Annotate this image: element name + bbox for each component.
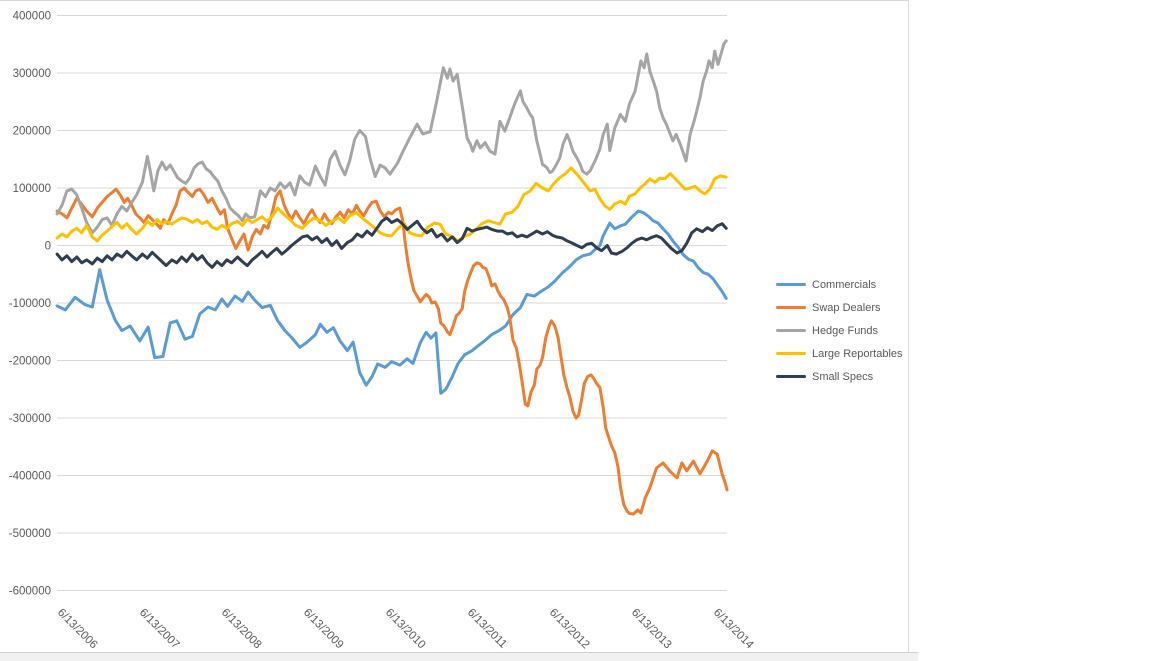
x-axis-tick-label: 6/13/2014 — [711, 607, 756, 652]
x-axis-tick-label: 6/13/2013 — [629, 607, 674, 652]
x-axis-tick-label: 6/13/2007 — [137, 607, 182, 652]
legend-label: Small Specs — [812, 370, 874, 383]
legend-label: Commercials — [812, 278, 877, 291]
x-axis-tick-label: 6/13/2012 — [547, 607, 592, 652]
series-line-hedge-funds[interactable] — [55, 39, 728, 235]
series-line-large-reportables[interactable] — [55, 166, 728, 243]
y-axis-tick-label: 0 — [45, 241, 51, 253]
series-line-commercials[interactable] — [55, 209, 728, 395]
x-axis-tick-label: 6/13/2008 — [219, 607, 264, 652]
x-axis-tick-label: 6/13/2010 — [383, 607, 428, 652]
chart-canvas: 400000 300000 200000 100000 0 -100000 -200000 -… — [9, 11, 756, 652]
chart-legend: Commercials Swap Dealers Hedge Funds Large … — [776, 273, 903, 388]
legend-swatch — [776, 329, 806, 332]
series-line-swap-dealers[interactable] — [55, 186, 729, 516]
legend-label: Hedge Funds — [812, 324, 879, 337]
legend-label: Swap Dealers — [812, 301, 881, 314]
x-axis-tick-label: 6/13/2009 — [301, 607, 346, 652]
y-axis-tick-label: 100000 — [13, 183, 51, 195]
legend-swatch — [776, 306, 806, 309]
legend-item-swap-dealers[interactable]: Swap Dealers — [776, 296, 903, 319]
gridlines — [57, 15, 727, 591]
excel-chart-object[interactable]: 400000 300000 200000 100000 0 -100000 -200000 -… — [0, 0, 909, 652]
legend-item-small-specs[interactable]: Small Specs — [776, 365, 903, 388]
y-axis-tick-label: -100000 — [9, 298, 51, 310]
y-axis-tick-label: 400000 — [13, 11, 51, 23]
x-axis-tick-label: 6/13/2011 — [465, 607, 509, 651]
legend-label: Large Reportables — [812, 347, 903, 360]
y-axis-tick-label: 200000 — [13, 126, 51, 138]
y-axis-labels: 400000 300000 200000 100000 0 -100000 -200000 -… — [9, 11, 51, 598]
legend-swatch — [776, 375, 806, 378]
series-line-small-specs[interactable] — [55, 216, 728, 269]
x-axis-tick-label: 6/13/2006 — [55, 607, 100, 652]
x-axis-labels: 6/13/2006 6/13/2007 6/13/2008 6/13/2009 6/13… — [55, 607, 756, 652]
y-axis-tick-label: -300000 — [9, 413, 51, 425]
legend-item-commercials[interactable]: Commercials — [776, 273, 903, 296]
legend-item-large-reportables[interactable]: Large Reportables — [776, 342, 903, 365]
legend-item-hedge-funds[interactable]: Hedge Funds — [776, 319, 903, 342]
legend-swatch — [776, 352, 806, 355]
y-axis-tick-label: -400000 — [9, 471, 51, 483]
y-axis-tick-label: -500000 — [9, 528, 51, 540]
y-axis-tick-label: -200000 — [9, 356, 51, 368]
legend-swatch — [776, 283, 806, 286]
y-axis-tick-label: -600000 — [9, 586, 51, 598]
worksheet-edge — [0, 652, 918, 661]
y-axis-tick-label: 300000 — [13, 68, 51, 80]
